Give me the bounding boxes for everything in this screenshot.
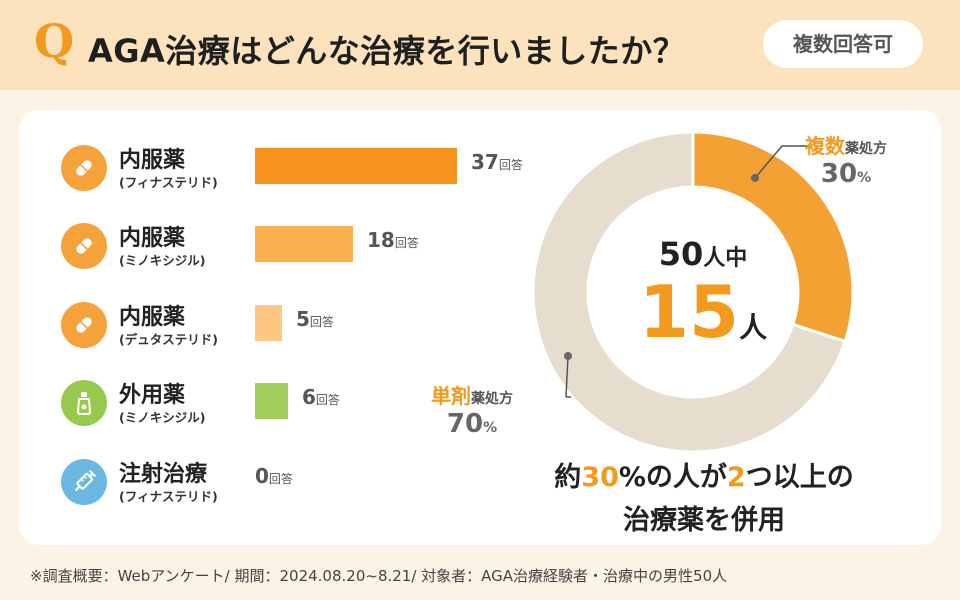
bar-category-label: 内服薬 <box>119 305 186 330</box>
donut-center-highlight: 15人 <box>593 272 813 352</box>
total-number: 50 <box>658 235 704 273</box>
conclusion-line-1: 約30%の人が2つ以上の <box>524 455 884 494</box>
bar-row: 内服薬 (フィナステリド) 37回答 <box>19 138 579 198</box>
bar-category-sublabel: (フィナステリド) <box>119 175 218 190</box>
conclusion-pre: 約 <box>554 462 582 493</box>
highlight-unit: 人 <box>739 311 768 344</box>
slice-percent-multi-unit: % <box>857 170 872 186</box>
bar-value-number: 6 <box>302 385 316 409</box>
slice-label-single: 単剤薬処方 70% <box>431 380 513 439</box>
bar <box>255 383 288 419</box>
results-panel: 内服薬 (フィナステリド) 37回答 内服薬 (ミノキシジル) 18回答 内服薬 (デュタステ… <box>19 110 941 545</box>
bar-row: 内服薬 (ミノキシジル) 18回答 <box>19 216 579 276</box>
bar-category-sublabel: (ミノキシジル) <box>119 410 206 425</box>
slice-percent-multi: 30 <box>820 159 858 189</box>
bar-value-number: 18 <box>367 228 395 252</box>
bar-value-unit: 回答 <box>268 472 293 486</box>
slice-label-multi-strong: 複数 <box>805 134 845 158</box>
pill-icon <box>61 302 107 348</box>
q-mark: Q <box>34 14 75 68</box>
slice-label-multi-rest: 薬処方 <box>845 141 887 157</box>
bar-value-label: 5回答 <box>296 307 334 331</box>
slice-label-single-rest: 薬処方 <box>471 391 513 407</box>
bar-value-label: 18回答 <box>367 228 419 252</box>
bar-category-label: 内服薬 <box>119 226 186 251</box>
slice-label-multi: 複数薬処方 30% <box>805 130 887 189</box>
bar-value-unit: 回答 <box>309 315 334 329</box>
bar-category-sublabel: (ミノキシジル) <box>119 253 206 268</box>
callout-line-single-diag <box>565 355 569 398</box>
multiple-answer-badge: 複数回答可 <box>763 20 923 68</box>
bar-category-sublabel: (デュタステリド) <box>119 332 218 347</box>
question-title: AGA治療はどんな治療を行いましたか？ <box>88 32 686 70</box>
conclusion-mid-2: つ以上の <box>745 462 854 493</box>
bar-category-label: 注射治療 <box>119 462 208 487</box>
conclusion-highlight-count: 2 <box>726 462 746 493</box>
conclusion-highlight-percent: 30 <box>581 462 619 493</box>
bar-category-sublabel: (フィナステリド) <box>119 489 218 504</box>
callout-dot-single <box>564 352 572 360</box>
bar <box>255 305 282 341</box>
donut-slice-single <box>531 130 848 454</box>
question-header: Q AGA治療はどんな治療を行いましたか？ 複数回答可 <box>0 0 960 90</box>
syringe-icon <box>61 459 107 505</box>
bar-value-label: 0回答 <box>255 464 293 488</box>
slice-percent-single-unit: % <box>483 420 498 436</box>
bar-row: 外用薬 (ミノキシジル) 6回答 <box>19 373 579 433</box>
bar-category-label: 内服薬 <box>119 148 186 173</box>
callout-dot-multi <box>751 174 759 182</box>
bar-value-unit: 回答 <box>498 158 523 172</box>
total-unit: 人中 <box>703 246 748 271</box>
donut-slice-multi <box>691 130 855 344</box>
bar-value-label: 37回答 <box>471 150 523 174</box>
donut-chart <box>531 130 855 454</box>
slice-label-single-strong: 単剤 <box>431 384 471 408</box>
conclusion-text: 約30%の人が2つ以上の 治療薬を併用 <box>524 455 884 537</box>
conclusion-line-2: 治療薬を併用 <box>623 505 785 536</box>
donut-center-total: 50人中 <box>593 235 813 273</box>
bar-row: 注射治療 (フィナステリド) 0回答 <box>19 452 579 512</box>
survey-footnote: ※調査概要：Webアンケート/ 期間：2024.08.20~8.21/ 対象者：… <box>30 567 728 585</box>
slice-percent-single: 70 <box>446 409 484 439</box>
highlight-number: 15 <box>638 270 740 354</box>
conclusion-mid-1: %の人が <box>618 462 727 493</box>
bar-value-number: 0 <box>255 464 269 488</box>
bar-value-unit: 回答 <box>394 236 419 250</box>
bar-value-label: 6回答 <box>302 385 340 409</box>
bar-category-label: 外用薬 <box>119 383 186 408</box>
pill-icon <box>61 145 107 191</box>
lotion-bottle-icon <box>61 380 107 426</box>
callout-line-multi-diag <box>754 145 783 179</box>
bar <box>255 148 457 184</box>
pill-icon <box>61 223 107 269</box>
bar <box>255 226 353 262</box>
bar-row: 内服薬 (デュタステリド) 5回答 <box>19 295 579 355</box>
bar-value-unit: 回答 <box>315 393 340 407</box>
bar-value-number: 5 <box>296 307 310 331</box>
bar-value-number: 37 <box>471 150 499 174</box>
